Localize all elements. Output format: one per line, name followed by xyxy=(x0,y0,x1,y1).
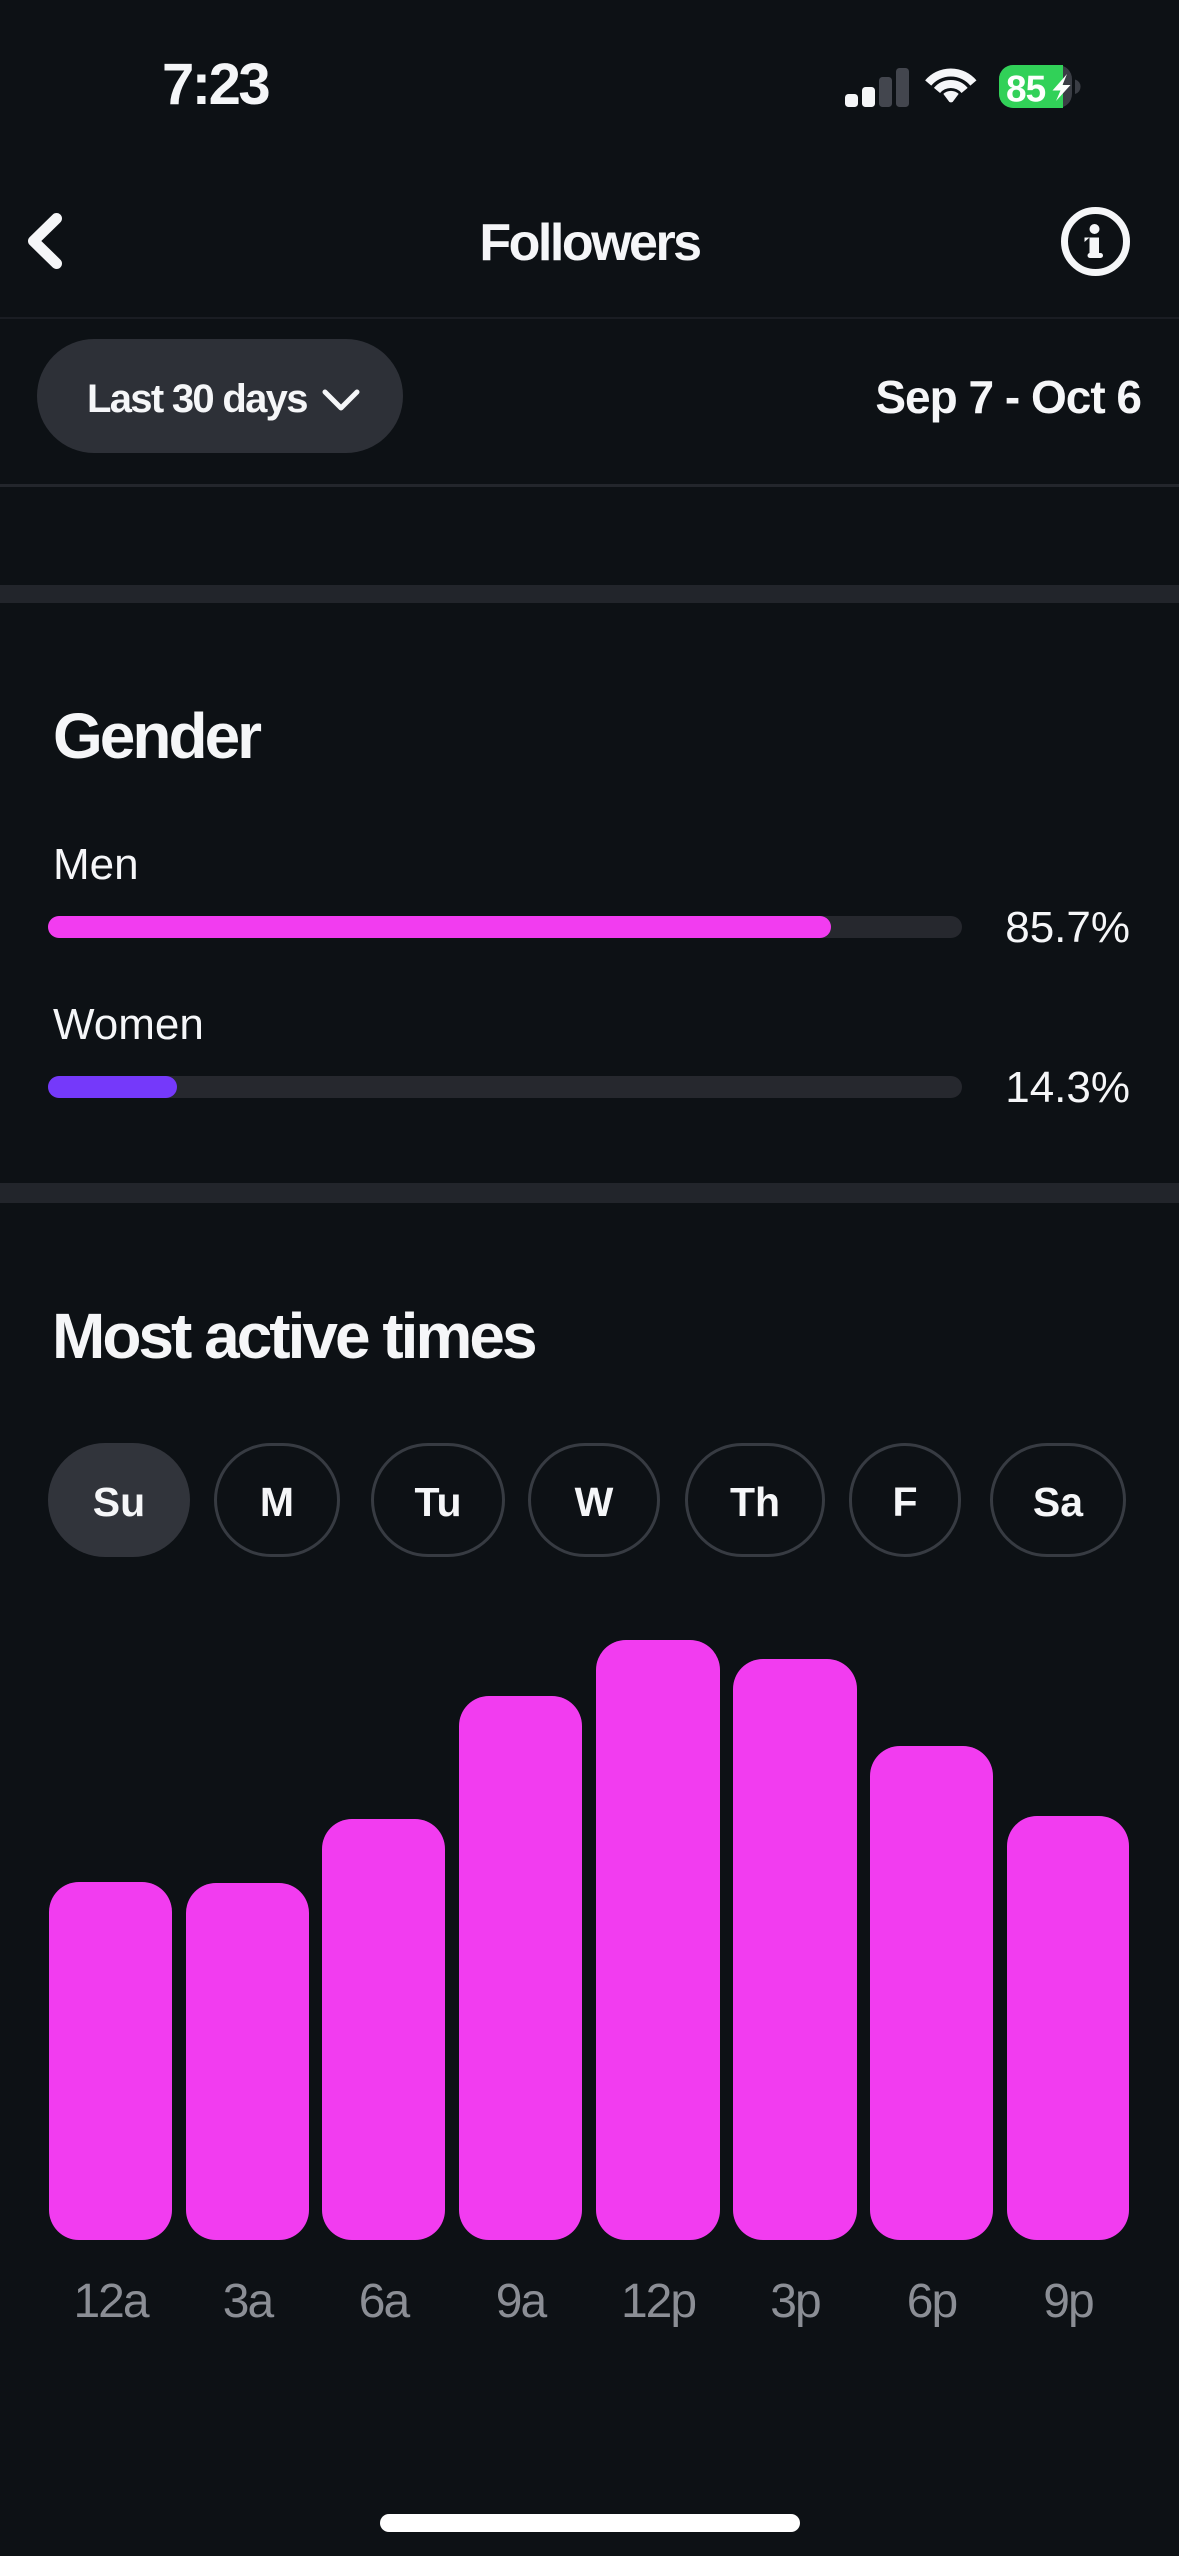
svg-text:85: 85 xyxy=(1006,69,1046,110)
